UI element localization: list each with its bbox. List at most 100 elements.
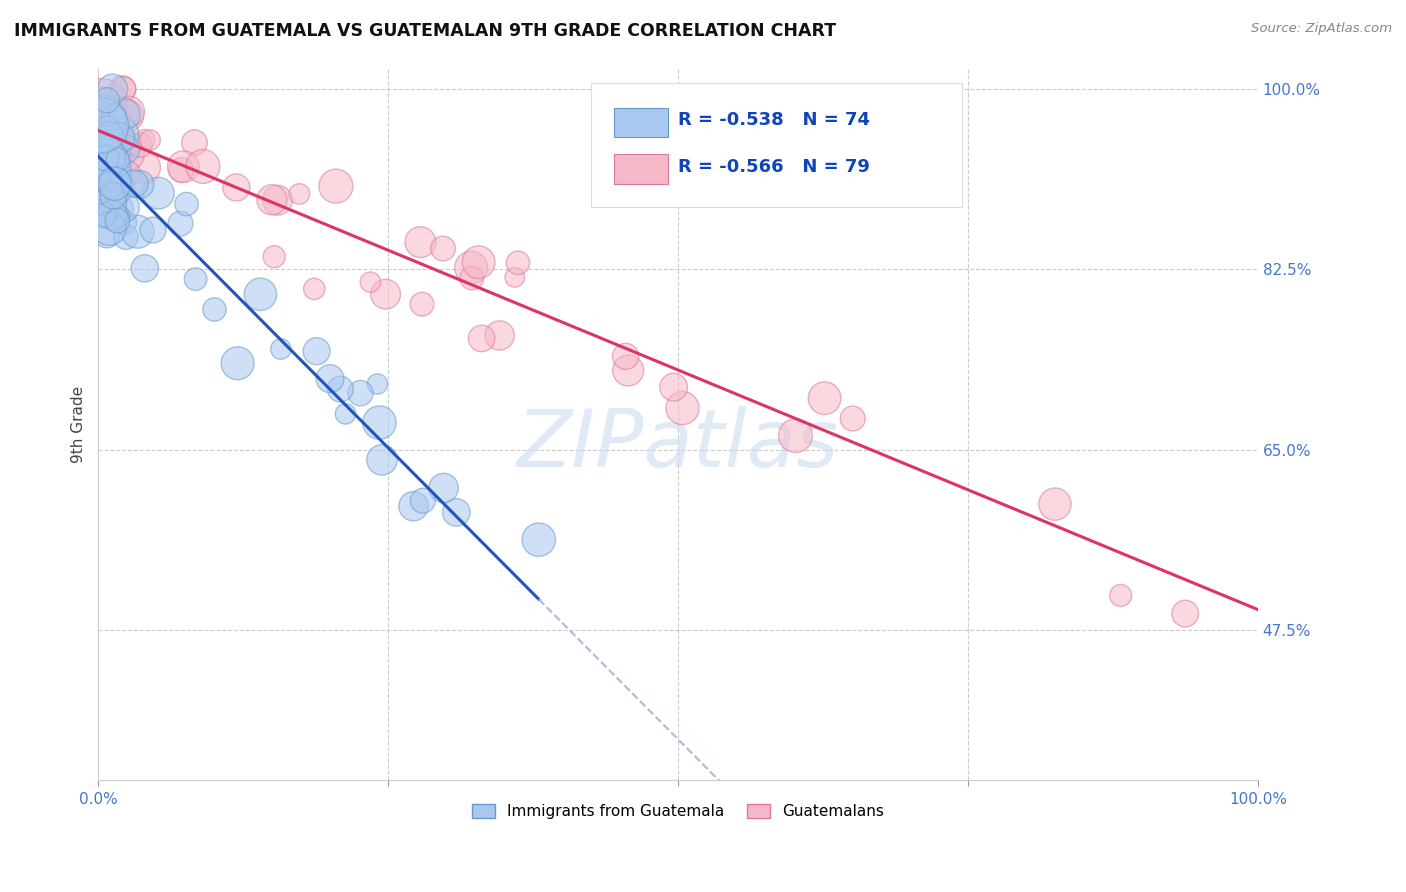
Point (101, 208, 124, 222)
Point (89, 134, 111, 148)
Point (96, 93, 118, 107)
Point (366, 376, 388, 391)
Point (305, 344, 328, 359)
Point (101, 137, 124, 152)
Point (433, 481, 456, 495)
Point (104, 114, 127, 128)
Point (263, 250, 285, 264)
Point (91, 148, 114, 162)
Point (96, 227, 118, 242)
Point (104, 173, 127, 187)
Point (96, 114, 118, 128)
Point (98, 135, 121, 149)
Point (89, 131, 111, 145)
Text: IMMIGRANTS FROM GUATEMALA VS GUATEMALAN 9TH GRADE CORRELATION CHART: IMMIGRANTS FROM GUATEMALA VS GUATEMALAN … (14, 22, 837, 40)
Point (90, 119, 112, 133)
Point (94, 151, 117, 165)
Point (94, 169, 117, 184)
Point (98, 154, 121, 169)
Point (101, 153, 124, 168)
Point (506, 256, 529, 270)
Point (461, 271, 484, 285)
Point (105, 110, 128, 124)
Point (191, 160, 214, 174)
Point (288, 186, 311, 201)
Text: Source: ZipAtlas.com: Source: ZipAtlas.com (1251, 22, 1392, 36)
Point (112, 82, 135, 96)
Point (117, 147, 139, 161)
Point (97, 168, 120, 182)
Point (105, 213, 128, 227)
Point (432, 242, 454, 256)
Text: R = -0.538   N = 74: R = -0.538 N = 74 (678, 112, 870, 129)
Point (446, 505, 468, 519)
Point (785, 428, 807, 442)
Point (204, 302, 226, 317)
Point (402, 500, 425, 514)
Point (409, 235, 432, 249)
Point (107, 153, 129, 167)
Point (111, 128, 134, 142)
Point (90, 151, 112, 165)
Point (89, 106, 111, 120)
Point (503, 270, 526, 285)
Point (460, 260, 482, 275)
Point (139, 133, 162, 147)
Point (97, 118, 120, 132)
Point (260, 193, 283, 207)
Point (89, 154, 111, 169)
Point (103, 177, 125, 191)
Point (132, 161, 155, 175)
Point (103, 138, 125, 153)
Text: #c8d8f0: #c8d8f0 (675, 445, 681, 446)
Point (1174, 607, 1197, 621)
Point (93, 153, 115, 167)
Text: ZIPatlas: ZIPatlas (517, 407, 839, 484)
Point (115, 109, 138, 123)
Point (329, 382, 352, 396)
Point (467, 255, 489, 269)
Point (90, 178, 112, 193)
Point (108, 180, 131, 194)
Point (93, 196, 115, 211)
Point (97, 187, 120, 202)
Point (411, 297, 433, 311)
Point (169, 217, 191, 231)
FancyBboxPatch shape (591, 83, 962, 207)
Point (371, 453, 394, 467)
Point (94, 129, 117, 144)
Point (98, 148, 121, 162)
Point (101, 82, 124, 96)
Point (89, 127, 111, 141)
Point (103, 188, 125, 202)
Text: R = -0.566   N = 79: R = -0.566 N = 79 (678, 158, 870, 176)
Point (89, 128, 111, 142)
Point (302, 282, 325, 296)
Point (325, 179, 347, 194)
Point (105, 141, 128, 155)
Y-axis label: 9th Grade: 9th Grade (72, 385, 86, 463)
Point (98, 170, 121, 185)
Point (172, 160, 194, 174)
Point (89, 138, 111, 153)
Point (170, 163, 193, 178)
Point (335, 407, 357, 421)
Point (89, 130, 111, 145)
Point (111, 201, 134, 215)
Point (96, 146, 118, 161)
Point (184, 272, 207, 286)
Point (111, 82, 134, 96)
Point (103, 165, 125, 179)
Point (117, 136, 139, 151)
Point (91, 97, 114, 112)
Point (270, 342, 292, 356)
Point (183, 136, 205, 150)
Point (101, 111, 124, 125)
Point (617, 363, 640, 377)
Point (127, 225, 149, 239)
Point (98, 221, 121, 235)
Point (103, 110, 125, 124)
Point (226, 356, 249, 370)
Point (1109, 589, 1132, 603)
Point (368, 416, 391, 430)
